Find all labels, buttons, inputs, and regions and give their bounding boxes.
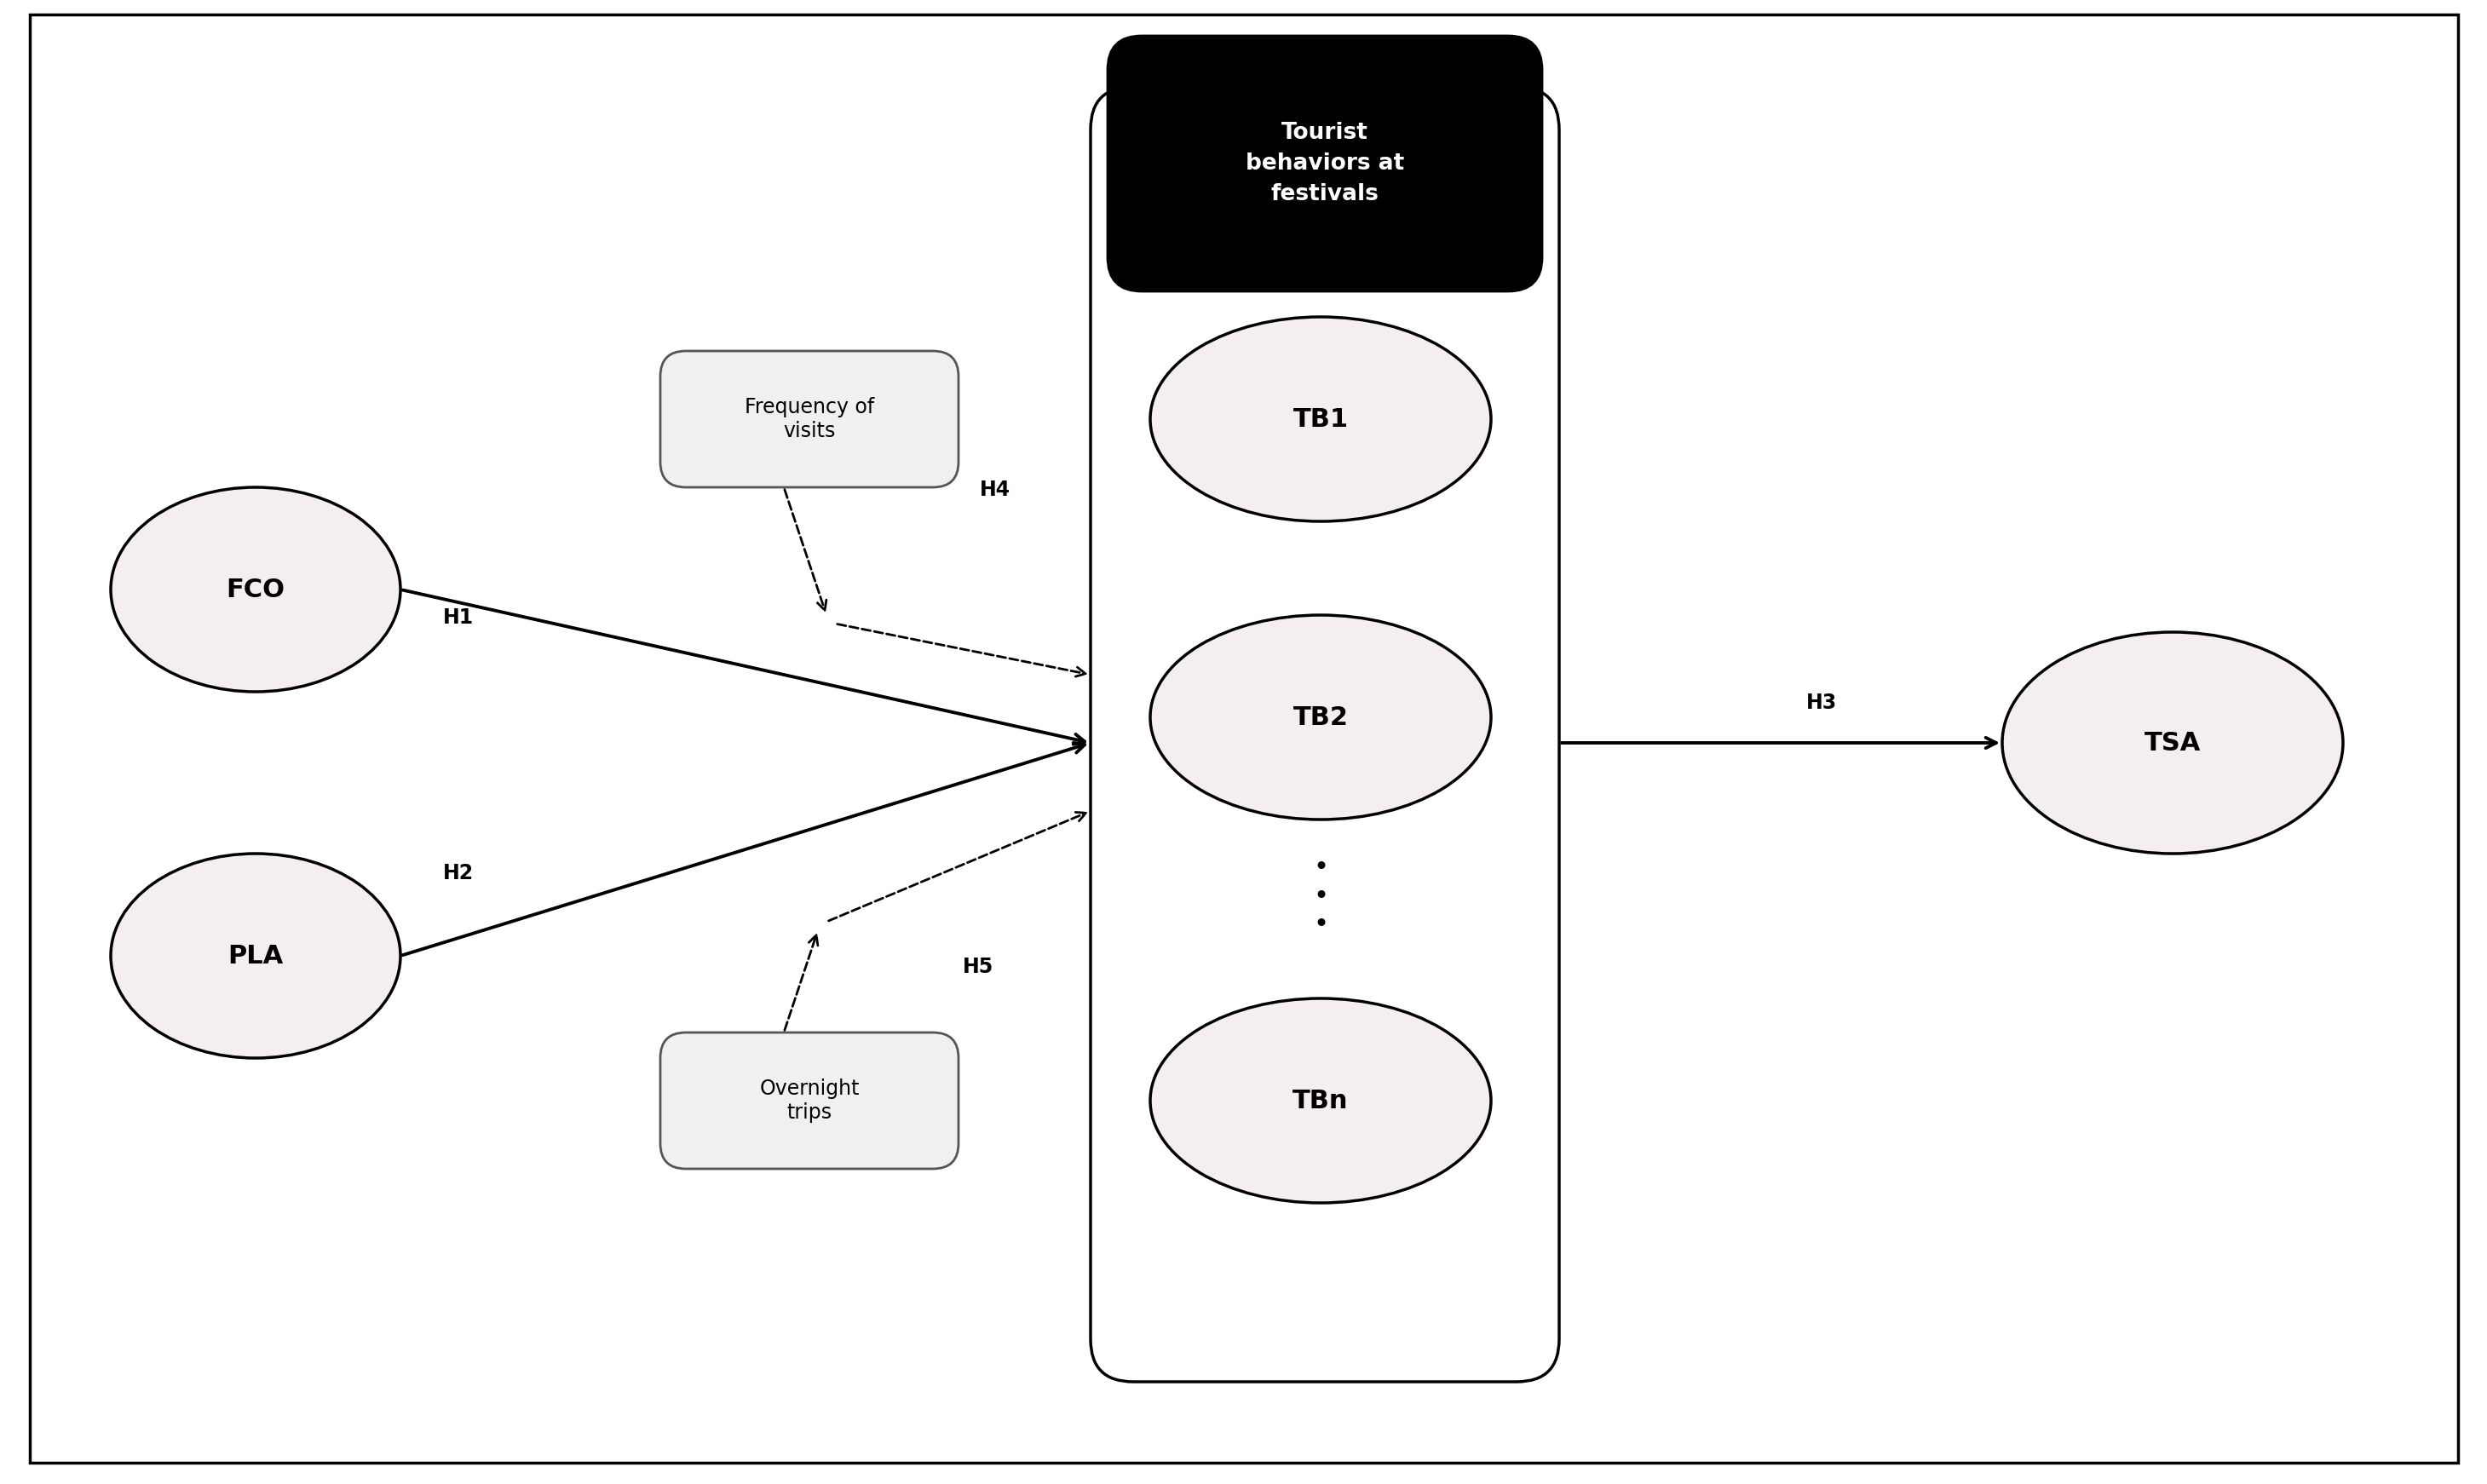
Text: Overnight
trips: Overnight trips xyxy=(759,1079,861,1123)
Text: TSA: TSA xyxy=(2144,730,2201,755)
Text: •
•
•: • • • xyxy=(1313,855,1328,938)
Text: H4: H4 xyxy=(980,479,1010,500)
Text: TB2: TB2 xyxy=(1293,705,1348,730)
Text: H3: H3 xyxy=(1806,693,1838,712)
Text: TB1: TB1 xyxy=(1293,407,1348,432)
FancyBboxPatch shape xyxy=(1092,88,1559,1382)
Ellipse shape xyxy=(112,853,400,1058)
Ellipse shape xyxy=(1149,614,1492,819)
Text: H5: H5 xyxy=(962,957,995,976)
Text: FCO: FCO xyxy=(226,577,286,603)
FancyBboxPatch shape xyxy=(662,1033,957,1169)
Ellipse shape xyxy=(1149,999,1492,1204)
Ellipse shape xyxy=(112,487,400,692)
Text: Frequency of
visits: Frequency of visits xyxy=(744,398,875,441)
Ellipse shape xyxy=(1149,318,1492,521)
Text: Tourist
behaviors at
festivals: Tourist behaviors at festivals xyxy=(1246,122,1405,205)
FancyBboxPatch shape xyxy=(662,352,957,487)
Text: H1: H1 xyxy=(443,607,475,628)
Text: H2: H2 xyxy=(443,864,475,883)
Text: TBn: TBn xyxy=(1293,1088,1348,1113)
FancyBboxPatch shape xyxy=(1107,36,1542,291)
Ellipse shape xyxy=(2002,632,2343,853)
Text: PLA: PLA xyxy=(229,944,284,968)
FancyBboxPatch shape xyxy=(30,15,2457,1463)
